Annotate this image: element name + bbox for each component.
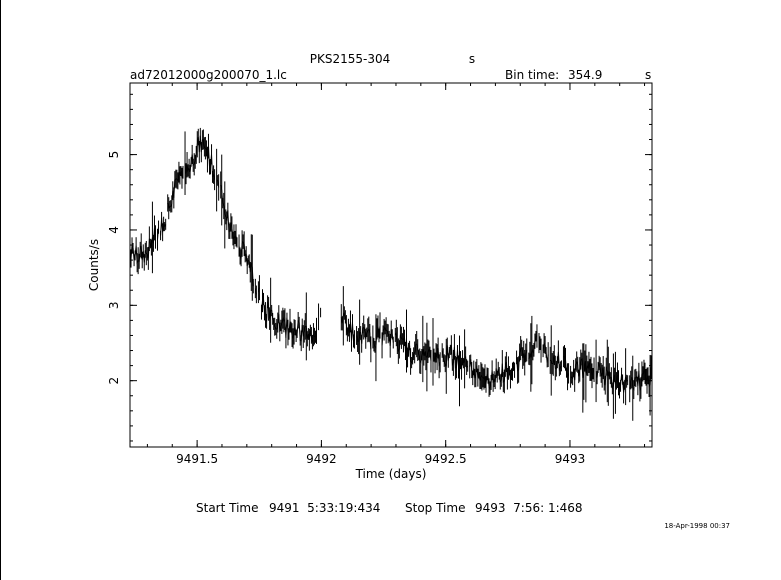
start-time-label: Start Time <box>196 501 259 515</box>
y-tick-label: 2 <box>107 377 121 385</box>
plot-date: 18-Apr-1998 00:37 <box>664 522 730 530</box>
y-tick-label: 5 <box>107 151 121 159</box>
x-tick-label: 9492.5 <box>425 452 467 466</box>
series-group <box>130 127 652 421</box>
window-edge <box>0 0 1 580</box>
x-axis-label: Time (days) <box>355 467 427 481</box>
source-unit: s <box>469 52 475 66</box>
stop-time-label: Stop Time <box>405 501 465 515</box>
x-tick-label: 9491.5 <box>176 452 218 466</box>
series-line-segment-1 <box>130 136 321 343</box>
series-line-segment-2 <box>340 311 652 393</box>
x-tick-label: 9492 <box>306 452 337 466</box>
bin-time-label: Bin time: <box>505 68 559 82</box>
source-name: PKS2155-304 <box>310 52 391 66</box>
y-tick-label: 3 <box>107 301 121 309</box>
x-tick-label: 9493 <box>555 452 586 466</box>
y-axis-label: Counts/s <box>87 239 101 291</box>
file-name: ad72012000g200070_1.lc <box>130 68 287 82</box>
bin-time-unit: s <box>645 68 651 82</box>
y-tick-label: 4 <box>107 226 121 234</box>
axes: 9491.5 9492 9492.5 9493 2 3 4 5 <box>107 83 652 466</box>
bin-time-value: 354.9 <box>568 68 602 82</box>
stop-time-value: 9493 7:56: 1:468 <box>475 501 583 515</box>
plot-frame <box>129 82 653 448</box>
start-time-value: 9491 5:33:19:434 <box>269 501 380 515</box>
